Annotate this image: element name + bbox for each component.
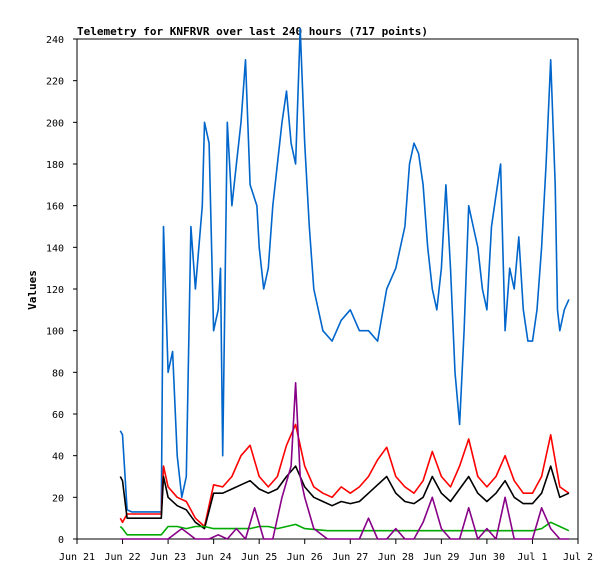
x-tick-label: Jun 29 [423, 552, 459, 563]
x-tick-label: Jul 1 [517, 552, 547, 563]
x-tick-label: Jun 23 [150, 552, 186, 563]
chart-title: Telemetry for KNFRVR over last 240 hours… [77, 25, 428, 38]
y-tick-label: 100 [46, 327, 64, 338]
series-layer [119, 27, 570, 540]
x-tick-label: Jul 2 [563, 552, 593, 563]
y-tick-label: 180 [46, 160, 64, 171]
x-tick-label: Jun 24 [196, 552, 232, 563]
y-tick-label: 120 [46, 285, 64, 296]
y-tick-label: 200 [46, 118, 64, 129]
plot-area [76, 38, 579, 540]
x-tick-label: Jun 21 [59, 552, 95, 563]
y-axis-label: Values [26, 270, 39, 310]
x-axis: Jun 21 Jun 22 Jun 23 Jun 24 Jun 25 Jun 26 Jun … [59, 539, 593, 563]
y-tick-label: 80 [52, 368, 64, 379]
y-axis: 0 20 40 60 80 100 120 140 160 180 200 220 240 [46, 35, 77, 546]
y-tick-label: 240 [46, 35, 64, 46]
x-tick-label: Jun 27 [332, 552, 368, 563]
y-tick-label: 220 [46, 77, 64, 88]
series-line-3 [119, 521, 570, 536]
x-tick-label: Jun 26 [287, 552, 323, 563]
series-line-1 [119, 423, 570, 528]
y-tick-label: 160 [46, 202, 64, 213]
x-tick-label: Jun 30 [469, 552, 505, 563]
series-line-0 [119, 27, 570, 513]
series-line-4 [120, 381, 569, 540]
y-tick-label: 60 [52, 410, 64, 421]
y-tick-label: 20 [52, 493, 64, 504]
x-tick-label: Jun 28 [378, 552, 414, 563]
x-tick-label: Jun 25 [241, 552, 277, 563]
y-tick-label: 40 [52, 452, 64, 463]
x-tick-label: Jun 22 [104, 552, 140, 563]
series-line-2 [119, 465, 570, 530]
y-tick-label: 140 [46, 243, 64, 254]
y-tick-label: 0 [58, 535, 64, 546]
